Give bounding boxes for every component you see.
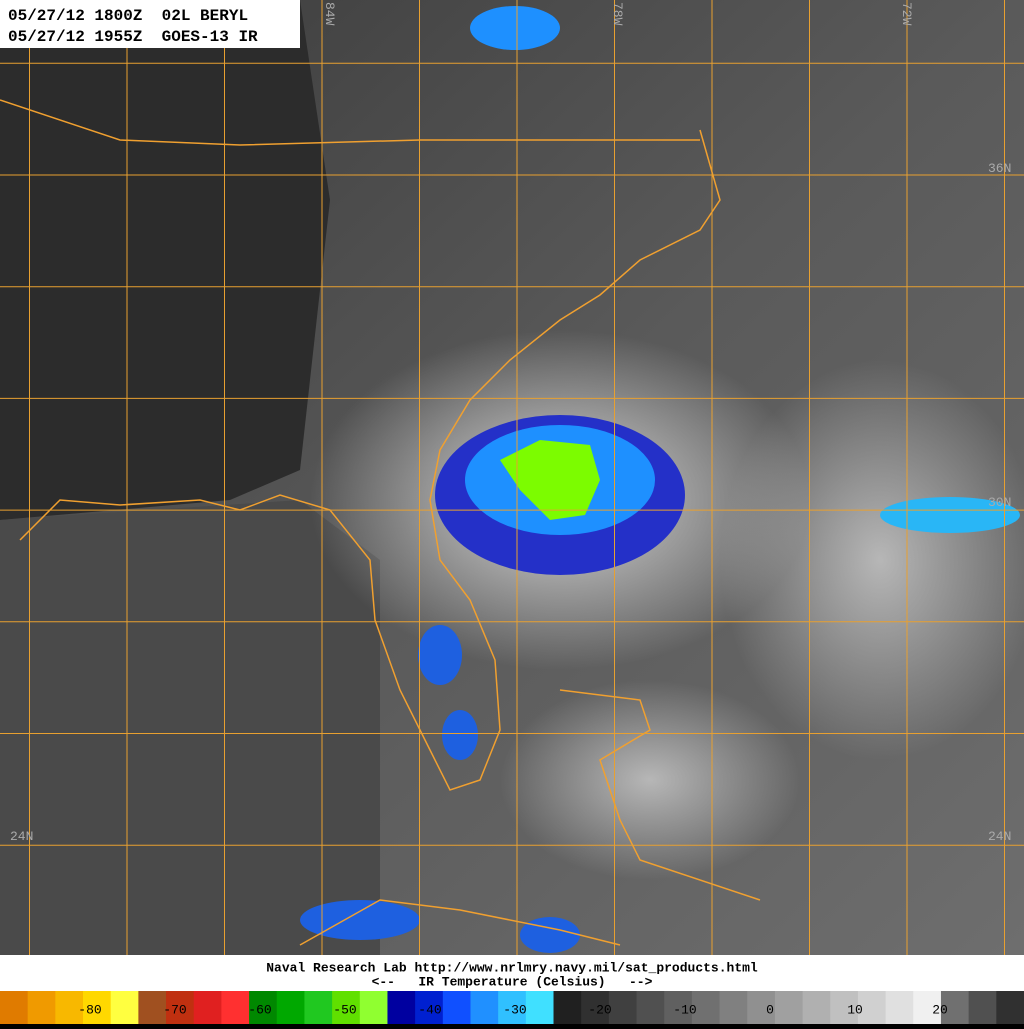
color-swatch [166,991,195,1024]
color-swatch [470,991,499,1024]
storm-coldest [500,440,600,520]
scale-label: -70 [163,1002,186,1017]
land-dark [0,0,330,520]
scale-label: -30 [503,1002,526,1017]
color-swatch [332,991,361,1024]
lat-label: 24N [988,829,1011,844]
color-swatch [581,991,610,1024]
scale-label: 10 [847,1002,863,1017]
header-line: 05/27/12 1955Z GOES-13 IR [8,28,258,46]
scale-label: 0 [766,1002,774,1017]
color-swatch [719,991,748,1024]
scale-label: -10 [673,1002,696,1017]
lon-label: 84W [322,2,337,26]
color-swatch [553,991,582,1024]
footer-box [0,955,1024,991]
color-swatch [774,991,804,1024]
header-line: 05/27/12 1800Z 02L BERYL [8,7,248,25]
lat-label: 24N [10,829,33,844]
color-swatch [304,991,333,1024]
color-swatch [249,991,278,1024]
lat-label: 36N [988,161,1011,176]
footer-source: Naval Research Lab http://www.nrlmry.nav… [266,960,758,975]
color-swatch [498,991,527,1024]
color-swatch [885,991,914,1024]
color-swatch [276,991,305,1024]
color-swatch [525,991,555,1024]
color-swatch [110,991,139,1024]
coastline [0,99,761,946]
scale-label: -60 [248,1002,271,1017]
color-swatch [415,991,444,1024]
header-box [0,0,300,48]
cloud [720,360,1024,760]
lon-label: 78W [610,2,625,26]
color-swatch [636,991,665,1024]
scale-label: -20 [588,1002,611,1017]
color-swatch [747,991,776,1024]
color-swatch [802,991,831,1024]
color-swatch [664,991,693,1024]
gulf [0,500,380,955]
cloud-cluster [470,6,560,50]
color-swatch [442,991,471,1024]
color-scale-labels: -80 -70 -60 -50 -40 -30 -20 -10 0 10 20 [78,1002,948,1017]
cloud-cluster [418,625,462,685]
lat-label: 30N [988,495,1011,510]
scale-label: -40 [418,1002,441,1017]
color-swatch [27,991,56,1024]
color-swatch [193,991,222,1024]
color-swatch [359,991,388,1024]
scale-label: -80 [78,1002,101,1017]
footer-caption: <-- IR Temperature (Celsius) --> [372,974,653,989]
lon-label: 72W [899,2,914,26]
cloud-cluster [442,710,478,760]
color-scale [0,991,1024,1024]
color-swatch [0,991,29,1024]
color-swatch [968,991,997,1024]
cloud [500,680,800,880]
scale-label: -50 [333,1002,356,1017]
color-swatch [857,991,887,1024]
color-swatch [138,991,167,1024]
color-swatch [996,991,1024,1024]
cloud-cluster [880,497,1020,533]
color-swatch [608,991,638,1024]
cloud-cluster [520,917,580,953]
cloud-cluster [300,900,420,940]
color-swatch [55,991,84,1024]
color-swatch [940,991,970,1024]
color-swatch [691,991,721,1024]
color-swatch [913,991,942,1024]
color-swatch [387,991,416,1024]
lat-lon-grid [0,0,1024,958]
color-swatch [221,991,250,1024]
color-swatch [830,991,859,1024]
color-swatch [83,991,112,1024]
scale-label: 20 [932,1002,948,1017]
